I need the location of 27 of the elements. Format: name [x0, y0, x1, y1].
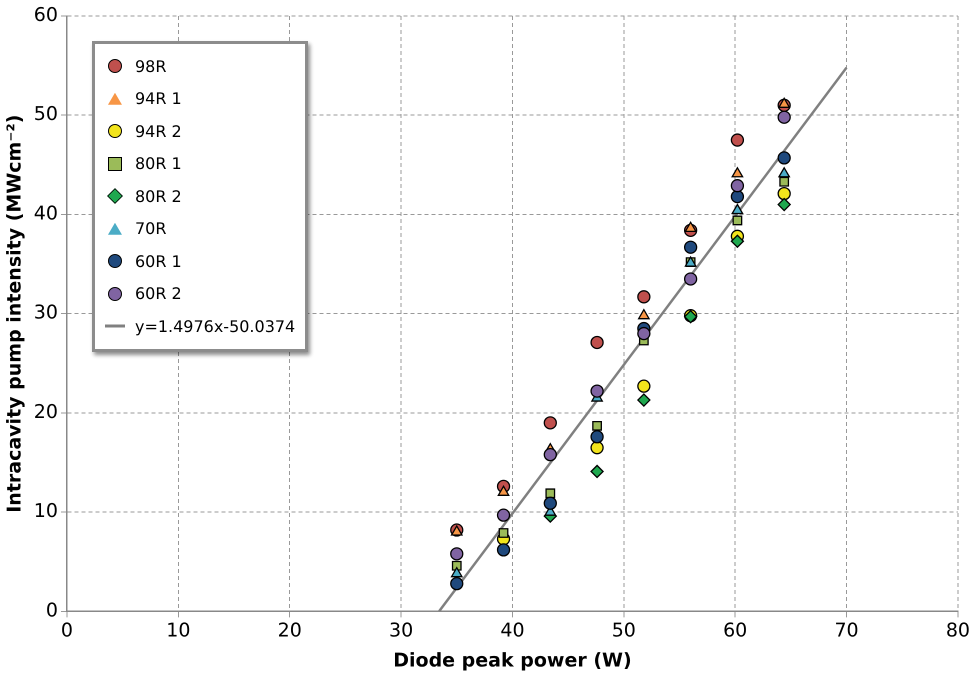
legend-label: 60R 2: [134, 284, 182, 304]
x-tick-label: 20: [278, 620, 302, 642]
y-tick-label: 60: [34, 4, 58, 26]
y-tick-label: 10: [34, 500, 58, 522]
y-tick-label: 0: [46, 599, 58, 622]
legend-label: 94R 1: [134, 89, 182, 108]
legend-label: 80R 2: [134, 186, 182, 206]
legend-label: 60R 1: [134, 252, 182, 271]
legend-label: 98R: [134, 56, 166, 76]
legend-label: 94R 2: [134, 122, 182, 141]
legend-label: y=1.4976x-50.0374: [134, 316, 296, 336]
x-axis-title: Diode peak power (W): [393, 650, 632, 672]
y-tick-label: 50: [34, 103, 58, 126]
x-tick-label: 30: [388, 620, 414, 642]
legend-label: 80R 1: [134, 154, 182, 174]
y-tick-label: 40: [34, 202, 58, 224]
x-tick-label: 70: [834, 620, 859, 642]
x-tick-label: 80: [946, 620, 970, 642]
x-tick-label: 60: [723, 620, 748, 642]
x-tick-label: 40: [500, 620, 525, 642]
y-tick-label: 30: [34, 302, 58, 324]
x-tick-label: 10: [166, 620, 190, 642]
x-tick-label: 0: [60, 620, 74, 642]
y-axis-title: Intracavity pump intensity (MWcm⁻²): [3, 114, 26, 513]
legend-label: 70R: [134, 219, 166, 238]
y-tick-label: 20: [34, 400, 58, 423]
x-tick-label: 50: [612, 620, 636, 642]
